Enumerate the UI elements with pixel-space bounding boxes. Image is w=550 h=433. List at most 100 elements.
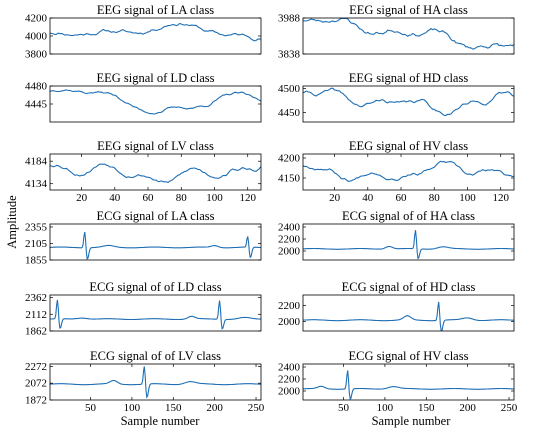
x-tick-label: 60 [396,192,408,204]
x-tick-label: 100 [124,402,141,414]
plot-frame [302,85,515,123]
y-tick-label: 1855 [25,255,48,267]
subplot-title: ECG signal of of HD class [342,280,476,294]
y-tick-label: 3800 [25,49,48,61]
y-tick-label: 1862 [25,326,47,338]
subplot-title: EEG signal of HV class [349,139,468,153]
series-line [302,230,515,260]
x-tick-label: 40 [109,192,121,204]
x-tick-label: 20 [76,192,88,204]
x-tick-label: 100 [206,192,223,204]
plot-frame [302,363,515,401]
x-tick-label: 100 [377,402,394,414]
y-tick-label: 2362 [25,292,47,304]
subplot-title: ECG signal of LA class [96,209,214,223]
x-tick-label: 200 [206,402,223,414]
series-line [49,22,262,42]
subplot-title: EEG signal of LA class [97,3,214,17]
x-tick-label: 80 [429,192,441,204]
y-tick-label: 2072 [25,378,47,390]
subplot-title: ECG signal of HV class [349,349,469,363]
y-tick-label: 2400 [278,222,301,234]
x-tick-label: 100 [459,192,476,204]
subplot-6: EEG signal of HV class 4150 4200 20 40 60 80 10… [278,139,515,204]
plot-frame [49,223,262,261]
subplot-title: EEG signal of LV class [97,139,214,153]
x-tick-label: 50 [338,402,350,414]
series-line [50,231,261,260]
plot-frame [49,153,262,191]
plot-frame [302,17,515,55]
plot-frame [49,294,262,332]
plot-frame [302,294,515,332]
y-tick-label: 2355 [25,221,48,233]
x-axis-label-right: Sample number [372,414,452,428]
series-line [50,366,262,399]
subplot-4: EEG signal of HD class 4450 4500 [278,71,515,123]
y-tick-label: 2112 [25,309,47,321]
x-tick-label: 80 [176,192,188,204]
x-tick-label: 250 [248,402,265,414]
series-line [49,89,262,115]
subplot-title: ECG signal of of LV class [90,349,221,363]
subplot-5: EEG signal of LV class 4134 4184 20 40 60 80 10… [25,139,262,204]
subplot-7: ECG signal of LA class 1855 2105 2355 [25,209,262,267]
y-tick-label: 2272 [25,361,47,373]
y-tick-label: 3988 [278,13,301,25]
y-tick-label: 2200 [278,374,301,386]
x-tick-label: 20 [329,192,341,204]
series-line [302,370,515,401]
subplot-3: EEG signal of LD class 4445 4480 [25,71,262,123]
series-line [302,87,515,117]
y-tick-label: 4150 [278,173,301,185]
x-tick-label: 120 [239,192,256,204]
subplot-title: EEG signal of LD class [96,71,214,85]
subplot-title: EEG signal of HD class [349,71,469,85]
x-tick-label: 150 [165,402,182,414]
y-tick-label: 4450 [278,107,301,119]
series-line [50,299,261,330]
plot-frame [49,363,262,401]
y-tick-label: 4445 [25,99,48,111]
subplot-10: ECG signal of of HD class 2000 2200 [278,280,515,332]
y-tick-label: 4200 [25,13,48,25]
series-line [49,163,262,184]
y-tick-label: 2200 [278,234,301,246]
plot-frame [49,17,262,55]
y-tick-label: 4000 [25,31,48,43]
subplot-9: ECG signal of of LD class 1862 2112 2362 [25,280,262,338]
x-tick-label: 40 [362,192,374,204]
x-tick-label: 250 [501,402,518,414]
x-tick-label: 120 [492,192,509,204]
x-axis-label-left: Sample number [121,414,201,428]
subplot-1: EEG signal of LA class 3800 4000 4200 [25,3,262,61]
y-tick-label: 2000 [278,316,301,328]
y-tick-label: 4134 [25,178,48,190]
subplot-title: EEG signal of HA class [349,3,468,17]
y-tick-label: 2105 [25,238,48,250]
y-tick-label: 2000 [278,246,301,258]
x-tick-label: 150 [418,402,435,414]
y-tick-label: 3838 [278,49,301,61]
y-tick-label: 2400 [278,362,301,374]
y-tick-label: 4200 [278,153,301,165]
y-tick-label: 4500 [278,83,301,95]
subplot-11: ECG signal of of LV class 1872 2072 2272 50 1… [25,349,265,414]
plot-frame [302,223,515,261]
y-tick-label: 2200 [278,300,301,312]
x-tick-label: 60 [143,192,155,204]
subplot-2: EEG signal of HA class 3838 3988 [278,3,515,61]
y-tick-label: 4184 [25,156,48,168]
x-tick-label: 200 [459,402,476,414]
series-line [302,17,515,50]
plot-frame [302,153,515,191]
y-tick-label: 2000 [278,386,301,398]
subplot-title: ECG signal of of HA class [342,209,475,223]
y-axis-label: Amplitude [5,195,19,249]
x-tick-label: 50 [85,402,97,414]
y-tick-label: 1872 [25,395,47,407]
series-line [303,301,515,332]
